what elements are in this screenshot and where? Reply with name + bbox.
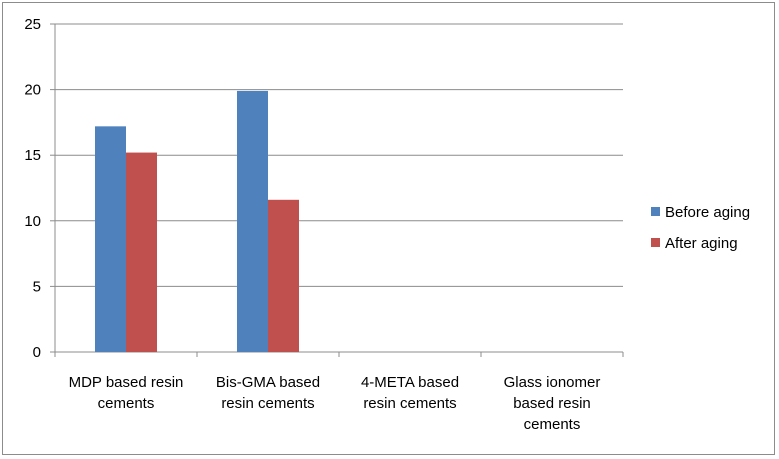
bar-before-aging <box>95 126 126 352</box>
y-tick-label: 20 <box>24 82 41 99</box>
y-tick-label: 25 <box>24 16 41 33</box>
legend-swatch <box>651 238 660 247</box>
legend-label: After aging <box>665 235 738 252</box>
bars <box>95 90 299 353</box>
bar-before-aging <box>237 90 268 353</box>
y-tick-label: 5 <box>33 278 41 295</box>
labels: 0 5 10 15 20 25 MDP based resin cements Bis-GMA … <box>24 16 600 433</box>
y-tick-label: 15 <box>24 147 41 164</box>
bar-after-aging <box>126 152 157 352</box>
y-tick-label: 10 <box>24 213 41 230</box>
x-category-label: 4-META based resin cements <box>361 374 459 412</box>
legend: Before aging After aging <box>651 204 750 252</box>
legend-label: Before aging <box>665 204 750 221</box>
bar-after-aging <box>268 199 299 352</box>
x-category-label: Bis-GMA based resin cements <box>216 374 320 412</box>
legend-swatch <box>651 207 660 216</box>
y-tick-label: 0 <box>33 344 41 361</box>
x-category-label: MDP based resin cements <box>69 374 184 412</box>
x-category-label: Glass ionomer based resin cements <box>504 374 601 433</box>
